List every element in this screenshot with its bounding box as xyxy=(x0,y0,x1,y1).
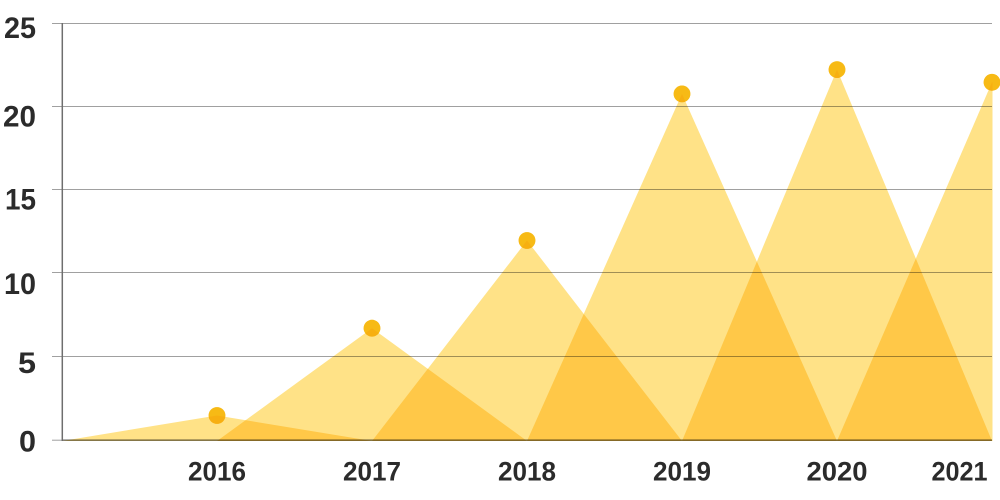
svg-text:2016: 2016 xyxy=(188,457,246,487)
svg-text:2018: 2018 xyxy=(498,457,556,487)
svg-text:0: 0 xyxy=(19,425,36,458)
svg-text:2017: 2017 xyxy=(343,457,401,487)
svg-text:10: 10 xyxy=(4,268,36,301)
svg-text:5: 5 xyxy=(18,347,36,380)
svg-text:2019: 2019 xyxy=(653,457,711,487)
svg-text:2020: 2020 xyxy=(807,457,868,487)
svg-text:15: 15 xyxy=(5,184,36,217)
svg-text:25: 25 xyxy=(4,12,36,45)
svg-text:20: 20 xyxy=(3,101,36,134)
svg-text:2021: 2021 xyxy=(932,457,988,487)
